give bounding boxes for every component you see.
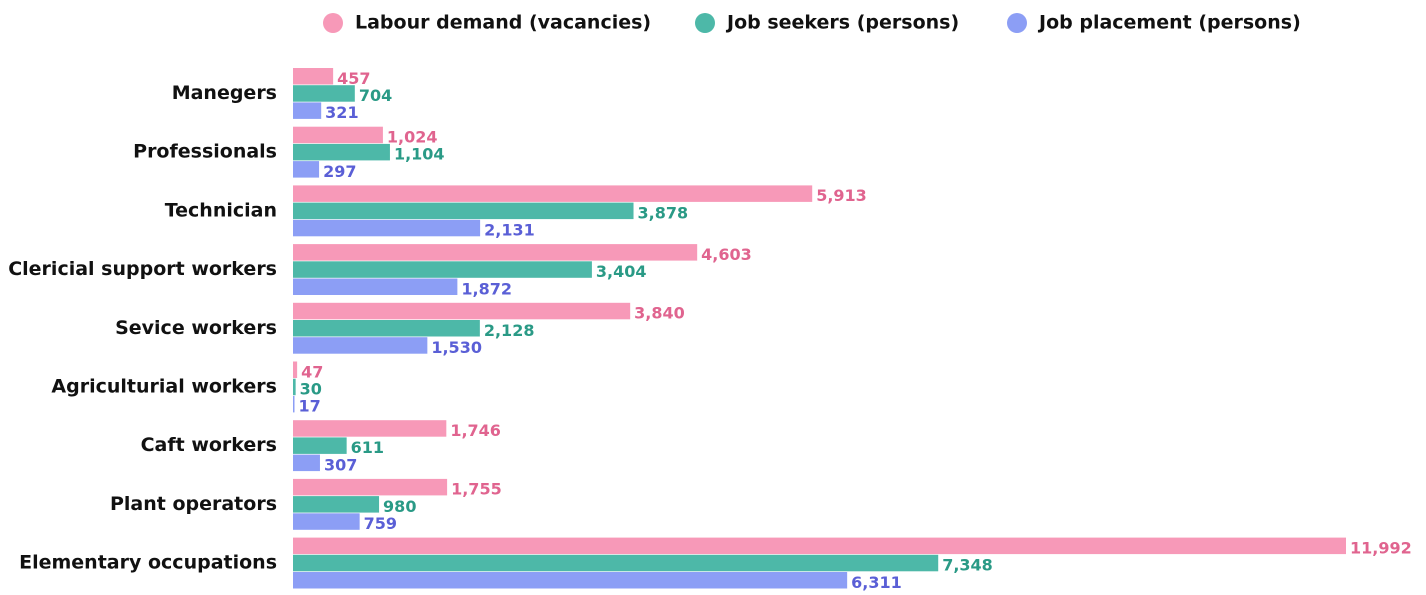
value-label: 30 xyxy=(300,379,322,398)
legend-label: Labour demand (vacancies) xyxy=(355,12,651,34)
legend-label: Job placement (persons) xyxy=(1037,12,1301,34)
bar xyxy=(293,572,848,589)
category-label: Technician xyxy=(165,199,277,221)
value-label: 5,913 xyxy=(816,186,867,205)
value-label: 17 xyxy=(299,397,321,416)
bar xyxy=(293,143,390,161)
bar xyxy=(293,437,347,454)
value-label: 1,530 xyxy=(431,338,482,357)
value-label: 1,755 xyxy=(451,480,502,499)
value-label: 1,746 xyxy=(450,421,501,440)
category-label: Agriculturial workers xyxy=(51,375,277,397)
value-label: 321 xyxy=(325,103,358,122)
bar xyxy=(293,361,298,378)
bar xyxy=(293,420,447,437)
bar xyxy=(293,126,383,144)
value-label: 457 xyxy=(337,69,370,88)
bar xyxy=(293,378,296,396)
category-label: Caft workers xyxy=(141,434,277,456)
value-label: 297 xyxy=(323,162,356,181)
value-label: 4,603 xyxy=(701,245,752,264)
bar xyxy=(293,244,698,261)
bar xyxy=(293,513,360,530)
bar xyxy=(293,554,939,572)
value-label: 980 xyxy=(383,497,416,516)
bar xyxy=(293,185,813,202)
legend-marker xyxy=(695,13,715,33)
legend-label: Job seekers (persons) xyxy=(725,12,959,34)
bar xyxy=(293,102,322,119)
category-label: Clericial support workers xyxy=(8,258,277,280)
value-label: 1,104 xyxy=(394,145,445,164)
value-label: 3,840 xyxy=(634,304,685,323)
bar xyxy=(293,320,480,337)
bar xyxy=(293,202,634,220)
category-label: Manegers xyxy=(172,82,277,104)
legend-marker xyxy=(323,13,343,33)
value-label: 2,131 xyxy=(484,221,535,240)
value-label: 611 xyxy=(351,438,384,457)
value-label: 704 xyxy=(359,86,392,105)
value-label: 307 xyxy=(324,455,357,474)
value-label: 759 xyxy=(364,514,397,533)
legend-marker xyxy=(1007,13,1027,33)
value-label: 3,878 xyxy=(638,203,689,222)
value-label: 3,404 xyxy=(596,262,647,281)
value-label: 2,128 xyxy=(484,321,535,340)
bar xyxy=(293,337,428,354)
value-label: 7,348 xyxy=(942,556,993,575)
bar xyxy=(293,395,295,413)
bar xyxy=(293,85,355,102)
category-label: Sevice workers xyxy=(115,317,277,339)
bar xyxy=(293,496,380,513)
value-label: 11,992 xyxy=(1350,538,1412,557)
category-label: Plant operators xyxy=(110,493,277,515)
value-label: 6,311 xyxy=(851,573,902,592)
bar xyxy=(293,537,1346,555)
bar xyxy=(293,68,334,85)
value-label: 1,872 xyxy=(461,279,512,298)
bar xyxy=(293,454,320,472)
bar xyxy=(293,161,320,178)
category-label: Elementary occupations xyxy=(19,552,277,574)
bar xyxy=(293,261,592,278)
bar xyxy=(293,219,481,237)
bar xyxy=(293,278,458,295)
value-label: 47 xyxy=(301,362,323,381)
bar xyxy=(293,302,631,320)
value-label: 1,024 xyxy=(387,127,438,146)
bar xyxy=(293,478,448,496)
category-label: Professionals xyxy=(133,141,277,163)
